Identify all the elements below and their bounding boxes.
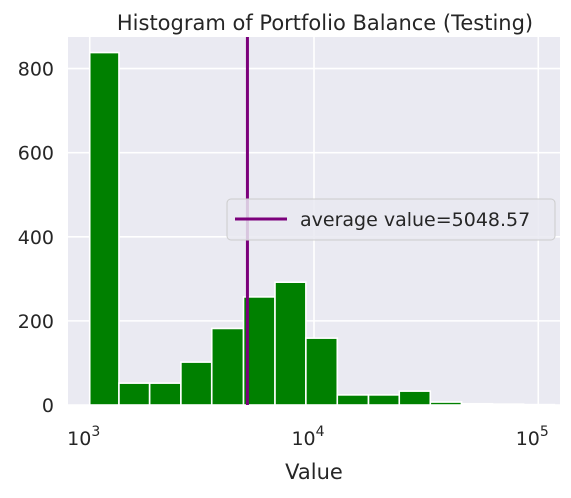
histogram-bar bbox=[306, 338, 337, 405]
x-tick-label: 104 bbox=[291, 424, 324, 450]
chart-title: Histogram of Portfolio Balance (Testing) bbox=[117, 11, 533, 35]
histogram-bar bbox=[369, 395, 400, 405]
histogram-bar bbox=[90, 53, 119, 405]
y-axis-ticks: 0 200 400 600 800 bbox=[18, 59, 54, 417]
y-tick-label: 200 bbox=[18, 311, 54, 333]
x-tick-label: 105 bbox=[516, 424, 549, 450]
x-axis-label: Value bbox=[285, 460, 343, 484]
legend: average value=5048.57 bbox=[227, 199, 555, 240]
histogram-bar bbox=[430, 402, 461, 405]
histogram-bar bbox=[181, 362, 212, 405]
histogram-bar bbox=[150, 383, 181, 405]
legend-label-average: average value=5048.57 bbox=[300, 209, 530, 231]
histogram-bar bbox=[119, 383, 150, 405]
histogram-bar bbox=[212, 328, 244, 405]
y-tick-label: 0 bbox=[42, 395, 54, 417]
histogram-bar bbox=[337, 395, 368, 405]
histogram-bar bbox=[399, 391, 430, 405]
histogram-bar bbox=[275, 282, 306, 405]
histogram-bar bbox=[492, 404, 523, 405]
y-tick-label: 400 bbox=[18, 227, 54, 249]
histogram-bar bbox=[462, 404, 493, 405]
x-tick-label: 103 bbox=[67, 424, 100, 450]
x-axis-ticks: 103 104 105 bbox=[67, 424, 549, 450]
y-tick-label: 600 bbox=[18, 143, 54, 165]
y-tick-label: 800 bbox=[18, 59, 54, 81]
